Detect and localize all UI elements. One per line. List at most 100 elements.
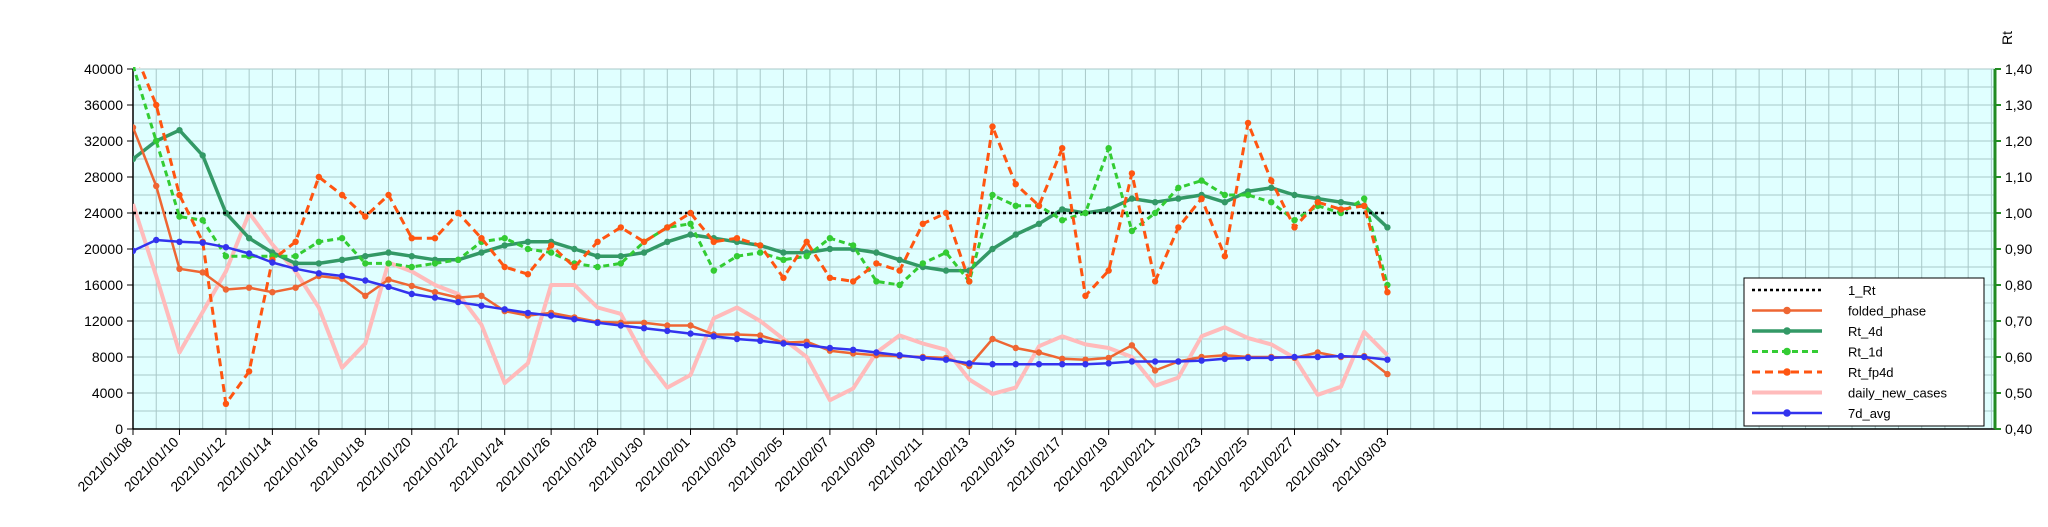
- point-rt-4d: [199, 152, 206, 159]
- point-rt-4d: [1337, 199, 1345, 206]
- point-rt-fp4d: [710, 238, 717, 245]
- point-folded-phase: [733, 331, 741, 338]
- point-folded-phase: [362, 292, 369, 299]
- point-rt-fp4d: [757, 242, 764, 249]
- point-rt-1d: [222, 253, 230, 260]
- point-folded-phase: [431, 289, 439, 296]
- point-rt-fp4d: [1151, 278, 1159, 285]
- point-7d-avg: [385, 283, 392, 290]
- point-7d-avg: [408, 290, 415, 298]
- point-7d-avg: [1012, 361, 1019, 368]
- point-rt-fp4d: [478, 235, 485, 242]
- legend: 1_Rt folded_phase Rt_4d Rt_1d Rt_fp4d daily_n…: [1743, 277, 1985, 427]
- left-tick-label: 36000: [84, 97, 123, 113]
- point-rt-fp4d: [292, 238, 299, 245]
- point-rt-fp4d: [315, 173, 323, 181]
- point-folded-phase: [640, 319, 648, 326]
- point-rt-4d: [315, 260, 323, 267]
- point-rt-1d: [1105, 145, 1112, 152]
- left-tick-label: 12000: [84, 313, 123, 329]
- point-folded-phase: [664, 322, 671, 329]
- point-rt-fp4d: [547, 242, 555, 249]
- legend-label-folded-phase: folded_phase: [1848, 304, 1926, 319]
- point-7d-avg: [1059, 361, 1066, 368]
- point-rt-1d: [1128, 227, 1136, 235]
- point-rt-4d: [571, 245, 578, 253]
- point-rt-4d: [1059, 206, 1066, 213]
- point-7d-avg: [1151, 358, 1159, 365]
- legend-marker-rt-fp4d: [1783, 368, 1791, 376]
- point-rt-fp4d: [849, 278, 857, 285]
- point-rt-4d: [1128, 195, 1136, 202]
- point-rt-4d: [826, 245, 834, 253]
- point-rt-1d: [1059, 217, 1066, 224]
- point-rt-1d: [199, 217, 206, 224]
- point-7d-avg: [315, 270, 323, 277]
- point-7d-avg: [478, 302, 485, 309]
- point-7d-avg: [547, 312, 555, 319]
- point-rt-4d: [408, 253, 415, 260]
- point-folded-phase: [989, 335, 996, 343]
- point-7d-avg: [245, 250, 253, 257]
- right-tick-label: 1,30: [2005, 97, 2032, 113]
- left-tick-label: 28000: [84, 169, 123, 185]
- point-rt-fp4d: [942, 209, 950, 217]
- point-rt-fp4d: [501, 263, 508, 271]
- point-rt-4d: [617, 253, 625, 260]
- point-rt-fp4d: [1337, 206, 1345, 213]
- legend-marker-rt-4d: [1783, 327, 1791, 335]
- point-rt-1d: [1198, 177, 1205, 184]
- point-7d-avg: [1175, 358, 1182, 365]
- point-rt-4d: [942, 267, 950, 274]
- point-rt-1d: [710, 267, 717, 274]
- point-rt-1d: [919, 260, 927, 267]
- left-tick-label: 32000: [84, 133, 123, 149]
- point-7d-avg: [362, 277, 369, 284]
- point-folded-phase: [757, 332, 764, 339]
- point-7d-avg: [1128, 358, 1136, 365]
- point-rt-4d: [1384, 224, 1391, 231]
- point-rt-1d: [1268, 199, 1275, 206]
- series-rt-fp4d: [139, 67, 1391, 407]
- point-rt-fp4d: [1268, 177, 1275, 184]
- series-rt-1d: [133, 67, 1391, 289]
- point-rt-fp4d: [431, 235, 439, 242]
- point-rt-fp4d: [989, 123, 996, 130]
- point-7d-avg: [1082, 361, 1089, 368]
- right-tick-label: 0,40: [2005, 421, 2032, 437]
- point-rt-1d: [133, 67, 136, 69]
- point-folded-phase: [478, 292, 485, 299]
- right-tick-label: 0,50: [2005, 385, 2032, 401]
- point-7d-avg: [664, 327, 671, 335]
- point-7d-avg: [640, 325, 648, 332]
- point-rt-fp4d: [594, 238, 601, 245]
- point-rt-1d: [826, 235, 834, 242]
- right-tick-label: 1,10: [2005, 169, 2032, 185]
- point-rt-fp4d: [1198, 195, 1205, 202]
- point-rt-fp4d: [687, 209, 694, 217]
- point-rt-fp4d: [338, 191, 346, 199]
- point-folded-phase: [133, 124, 137, 131]
- point-folded-phase: [687, 322, 694, 329]
- point-7d-avg: [1268, 354, 1275, 362]
- point-rt-1d: [408, 263, 415, 271]
- point-rt-4d: [385, 249, 392, 256]
- point-rt-fp4d: [664, 224, 671, 231]
- point-rt-fp4d: [1012, 181, 1019, 188]
- series-7d-avg: [133, 236, 1391, 368]
- point-rt-1d: [315, 238, 323, 245]
- point-rt-1d: [1360, 195, 1368, 202]
- legend-marker-folded-phase: [1783, 306, 1791, 315]
- point-rt-1d: [547, 249, 555, 256]
- right-tick-label: 0,60: [2005, 349, 2032, 365]
- point-rt-1d: [1012, 202, 1019, 209]
- point-7d-avg: [849, 346, 857, 353]
- right-tick-label: 1,20: [2005, 133, 2032, 149]
- legend-label-rt-1d: Rt_1d: [1848, 345, 1883, 360]
- point-rt-1d: [1175, 184, 1182, 191]
- point-rt-4d: [664, 238, 671, 245]
- point-7d-avg: [966, 360, 973, 367]
- point-rt-fp4d: [385, 191, 392, 199]
- point-rt-fp4d: [1175, 224, 1182, 231]
